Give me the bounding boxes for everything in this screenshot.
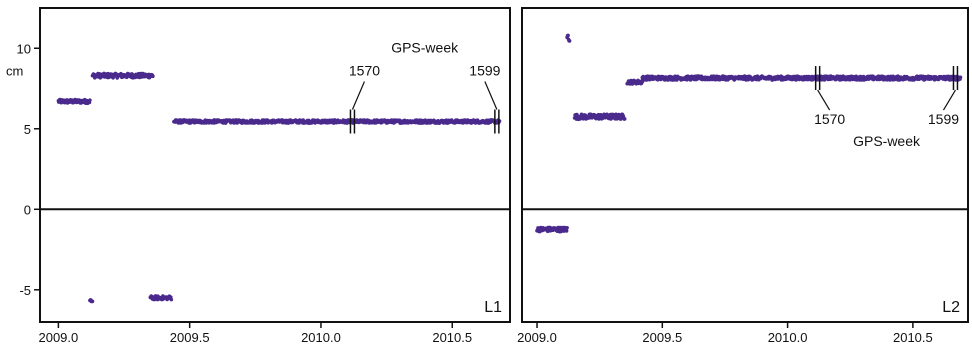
data-point — [169, 297, 174, 302]
x-tick-label: 2009.5 — [170, 330, 210, 345]
panel-l2: 2009.0 2009.5 2010.0 2010.5 L2 1570 1599 GPS-we… — [517, 7, 969, 345]
data-point — [564, 229, 569, 233]
x-tick-label: 2009.0 — [38, 330, 78, 345]
data-point — [88, 98, 92, 102]
data-point — [567, 39, 572, 43]
data-point — [566, 33, 570, 38]
week-label: 1570 — [349, 63, 380, 79]
gps-week-annotation: 1570 1599 GPS-week — [814, 66, 959, 149]
x-tick-label: 2010.0 — [768, 330, 808, 345]
data-point — [958, 75, 963, 80]
plot-frame — [521, 7, 969, 323]
data-points — [56, 71, 502, 304]
x-tick-label: 2009.5 — [642, 330, 682, 345]
week-label: 1599 — [928, 111, 959, 127]
data-point — [90, 299, 95, 304]
data-points — [535, 33, 963, 234]
y-tick-label: 5 — [24, 122, 31, 137]
data-point — [622, 117, 627, 121]
x-tick-label: 2010.5 — [432, 330, 472, 345]
data-point — [565, 226, 569, 230]
week-label: 1570 — [814, 111, 845, 127]
week-label: 1599 — [469, 63, 500, 79]
data-point — [151, 74, 155, 79]
gps-week-title: GPS-week — [391, 40, 459, 56]
x-tick-label: 2010.0 — [301, 330, 341, 345]
y-tick-label: 10 — [17, 41, 31, 56]
plot-frame — [39, 7, 511, 323]
week-leader — [351, 81, 366, 110]
x-tick-label: 2010.5 — [893, 330, 933, 345]
panel-label: L1 — [484, 299, 502, 316]
y-tick-label: 0 — [24, 202, 31, 217]
x-tick-label: 2009.0 — [517, 330, 557, 345]
week-leader — [817, 89, 831, 111]
week-leader — [484, 81, 498, 110]
data-point — [815, 74, 820, 79]
y-tick-label: -5 — [19, 283, 31, 298]
panel-label: L2 — [942, 299, 960, 316]
week-leader — [942, 89, 956, 111]
gps-week-annotation: 1570 1599 GPS-week — [349, 40, 501, 134]
gps-week-title: GPS-week — [853, 133, 921, 149]
y-axis-label: cm — [6, 64, 23, 79]
